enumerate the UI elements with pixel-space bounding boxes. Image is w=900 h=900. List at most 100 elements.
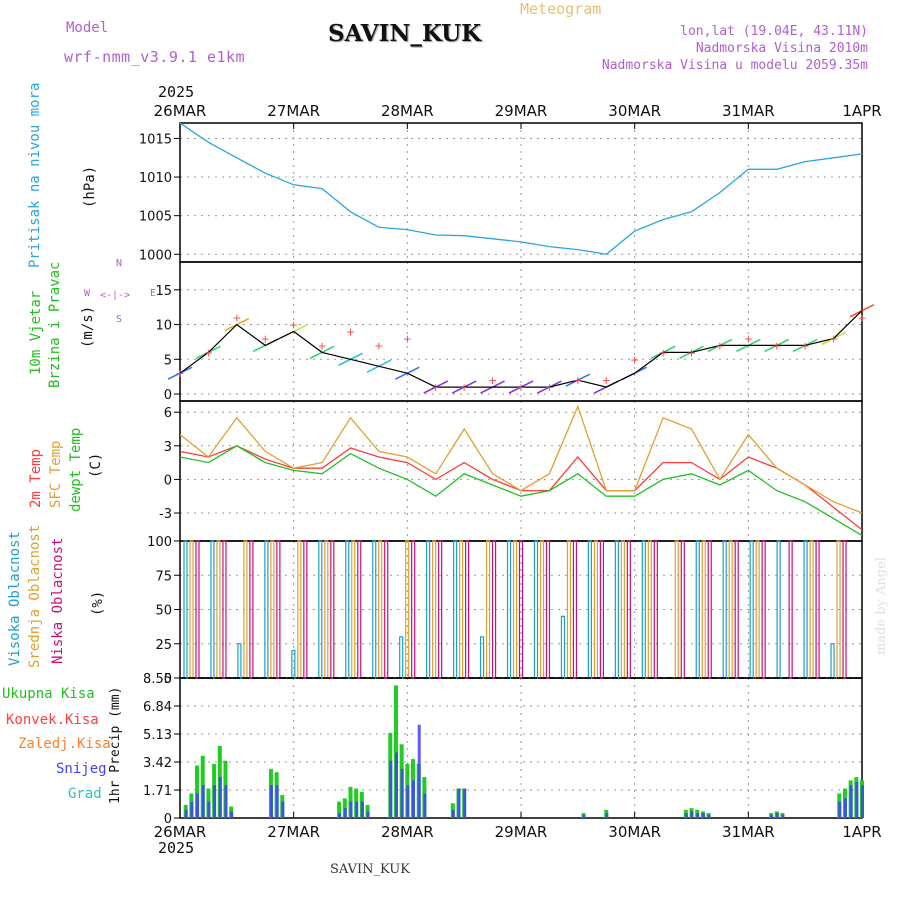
cloud-bar — [351, 540, 356, 679]
cloud-bar — [815, 540, 820, 679]
x-tick-label-bottom: 29MAR — [495, 823, 548, 841]
cloud-bar — [788, 540, 793, 679]
precip-frozen-label: Zaledj.Kisa — [18, 736, 111, 752]
wind-gust-marker: + — [403, 332, 412, 345]
wind-gust-marker: + — [516, 381, 525, 394]
precip-total-label: Ukupna Kisa — [2, 686, 95, 702]
cloud-bar — [216, 540, 221, 679]
x-tick-label-bottom: 30MAR — [608, 823, 661, 841]
cloud-y-tick-label: 25 — [155, 638, 172, 653]
precip-snow-bar — [269, 785, 273, 818]
cloud-bar — [243, 540, 248, 679]
wind-gust-marker: + — [857, 312, 866, 325]
cloud-bar — [572, 540, 578, 679]
precip-snow-bar — [855, 781, 859, 818]
precip-snow-bar — [849, 785, 853, 818]
wind-gust-marker: + — [658, 346, 667, 359]
pressure-y-tick-label: 1010 — [139, 171, 172, 186]
precip-snow-bar — [701, 813, 705, 818]
model-name: wrf-nmm_v3.9.1 e1km — [64, 48, 246, 66]
cloud-bar — [491, 540, 497, 679]
compass-e: E — [150, 288, 157, 299]
x-tick-label-top: 29MAR — [495, 102, 548, 120]
cloud-bar — [189, 540, 194, 679]
wind-gust-marker: + — [317, 339, 326, 352]
cloud-bar — [479, 636, 485, 679]
station-lonlat: lon,lat (19.04E, 43.11N) — [680, 24, 868, 39]
wind-y-tick-label: 15 — [155, 284, 172, 299]
x-tick-label-top: 26MAR — [154, 102, 207, 120]
cloud-bar — [776, 540, 781, 679]
x-tick-label-top: 30MAR — [608, 102, 661, 120]
precip-snow-bar — [684, 813, 688, 818]
precip-y-tick-label: 0 — [164, 812, 172, 827]
wind-gust-marker: + — [175, 367, 184, 380]
cloud-bar — [566, 540, 572, 679]
precip-snow-bar — [412, 780, 416, 818]
x-tick-label-bottom: 28MAR — [381, 823, 434, 841]
pressure-y-tick-label: 1000 — [139, 248, 172, 263]
cloud-bar — [465, 540, 470, 679]
cloud-bar — [695, 540, 700, 679]
wind-gust-marker: + — [204, 346, 213, 359]
wind-gust-marker: + — [431, 381, 440, 394]
cloud-bar — [533, 540, 539, 679]
cloud-bar — [587, 540, 593, 679]
pressure-series-line — [179, 122, 863, 255]
year-bottom: 2025 — [158, 839, 195, 857]
precip-total-bar — [195, 765, 200, 818]
precip-total-bar — [337, 801, 342, 818]
precip-conv-label: Konvek.Kisa — [6, 712, 99, 728]
precip-snow-bar — [463, 788, 467, 818]
precip-snow-bar — [696, 813, 700, 818]
precip-snow-bar — [281, 801, 285, 818]
precip-snow-bar — [230, 811, 234, 818]
cloud-bar — [626, 540, 631, 679]
precip-snow-bar — [184, 809, 188, 818]
cloud-bar — [324, 540, 329, 679]
precip-snow-bar — [207, 801, 211, 818]
wind-gust-marker: + — [460, 381, 469, 394]
wind-gust-marker: + — [630, 353, 639, 366]
cloud-y-tick-label: 0 — [164, 672, 172, 687]
temp-series-line — [179, 404, 863, 514]
cloud-bar — [264, 540, 269, 679]
precip-snow-bar — [423, 793, 427, 818]
wind-gust-marker: + — [374, 339, 383, 352]
precip-snow-bar — [861, 785, 864, 818]
compass-n: N — [116, 258, 123, 269]
cloud-bar — [405, 540, 410, 679]
cloud-bar — [755, 540, 760, 679]
cloud-bar — [453, 540, 458, 679]
precip-y-tick-label: 3.42 — [143, 756, 172, 771]
x-tick-label-bottom: 31MAR — [722, 823, 775, 841]
cloud-bar — [195, 540, 200, 679]
cloud-bar — [593, 540, 599, 679]
precip-hail-label: Grad — [68, 786, 102, 802]
cloud-bar — [399, 636, 404, 679]
precip-snow-bar — [843, 798, 847, 818]
product-title: Meteogram — [520, 0, 602, 18]
precip-snow-bar — [394, 752, 398, 818]
precip-snow-bar — [338, 813, 342, 818]
wind-gust-marker: + — [687, 346, 696, 359]
cloud-bar — [674, 540, 679, 679]
precip-snow-bar — [690, 811, 694, 818]
cloud-bar — [345, 540, 350, 679]
cloud-bar — [411, 540, 416, 679]
wind-speed-line — [179, 310, 863, 388]
wind-gust-marker: + — [573, 374, 582, 387]
wind-gust-marker: + — [488, 374, 497, 387]
wind-gust-marker: + — [602, 374, 611, 387]
cloud-bar — [222, 540, 227, 679]
wind-gust-marker: + — [289, 319, 298, 332]
precip-snow-bar — [457, 788, 461, 818]
wind-gust-marker: + — [772, 339, 781, 352]
cloud-bar — [614, 540, 619, 679]
x-tick-label-top: 27MAR — [267, 102, 320, 120]
precip-snow-bar — [400, 768, 404, 818]
precip-snow-bar — [781, 814, 785, 818]
cloud-bar — [438, 540, 443, 679]
precip-snow-bar — [201, 785, 205, 818]
cloud-bar — [539, 540, 545, 679]
